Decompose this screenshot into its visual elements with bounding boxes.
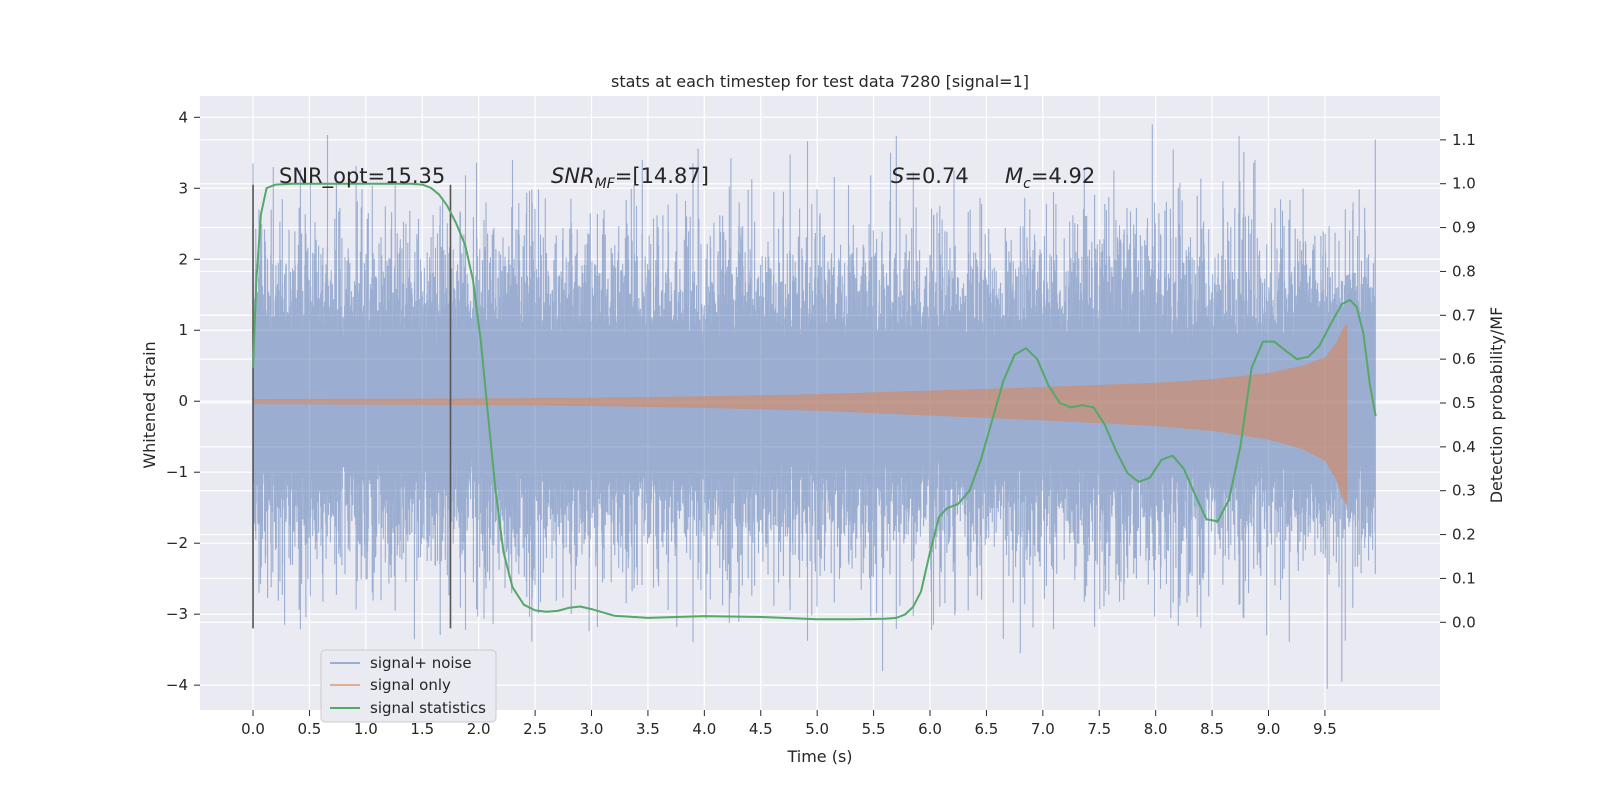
chart-title: stats at each timestep for test data 728… [611, 72, 1029, 91]
y-tick-label-right: 0.2 [1452, 526, 1476, 544]
legend: signal+ noise signal only signal statist… [320, 649, 497, 723]
y-tick-label-left: −2 [166, 534, 188, 552]
x-tick-label: 9.0 [1257, 720, 1281, 738]
signal-only-band [253, 312, 1348, 512]
x-tick-label: 3.0 [580, 720, 604, 738]
y-axis-label-left: Whitened strain [140, 341, 159, 468]
statistics-series [252, 182, 1377, 621]
x-tick-label: 5.0 [805, 720, 829, 738]
y-tick-label-left: −3 [166, 605, 188, 623]
y-tick-label-right: 0.8 [1452, 262, 1476, 280]
x-tick-label: 8.0 [1144, 720, 1168, 738]
axes: 0.0 0.5 1.0 1.5 2.0 2.5 3.0 3.5 4.0 4.5 5.0 5.5 6.0 6… [166, 108, 1476, 738]
y-axis-label-right: Detection probability/MF [1487, 307, 1506, 504]
legend-label-noise: signal+ noise [370, 654, 472, 672]
legend-label-statistics: signal statistics [370, 699, 486, 717]
y-tick-label-right: 1.0 [1452, 175, 1476, 193]
y-tick-label-right: 0.7 [1452, 306, 1476, 324]
x-tick-label: 0.5 [298, 720, 322, 738]
x-tick-label: 7.0 [1031, 720, 1055, 738]
y-tick-label-right: 0.3 [1452, 482, 1476, 500]
x-tick-label: 6.5 [974, 720, 998, 738]
x-tick-label: 4.5 [749, 720, 773, 738]
x-axis-label: Time (s) [786, 747, 852, 766]
y-tick-label-right: 0.6 [1452, 350, 1476, 368]
x-tick-label: 2.0 [467, 720, 491, 738]
x-tick-label: 1.0 [354, 720, 378, 738]
y-tick-label-left: 3 [178, 179, 188, 197]
x-tick-label: 9.5 [1313, 720, 1337, 738]
y-tick-label-right: 0.9 [1452, 219, 1476, 237]
x-tick-label: 6.0 [918, 720, 942, 738]
y-tick-label-left: −4 [166, 676, 188, 694]
x-tick-label: 1.5 [410, 720, 434, 738]
y-tick-label-right: 1.1 [1452, 131, 1476, 149]
legend-box [320, 649, 497, 723]
x-tick-label: 3.5 [636, 720, 660, 738]
annotation-snr-opt: SNR_opt=15.35 [279, 164, 445, 189]
y-tick-label-left: −1 [166, 463, 188, 481]
x-tick-label: 2.5 [523, 720, 547, 738]
y-tick-label-right: 0.5 [1452, 394, 1476, 412]
annotation-snr-mf: SNRMF=[14.87] [551, 164, 709, 192]
y-tick-label-right: 0.0 [1452, 613, 1476, 631]
x-tick-label: 8.5 [1200, 720, 1224, 738]
x-tick-label: 5.5 [862, 720, 886, 738]
vertical-markers [252, 184, 452, 629]
legend-label-signal-only: signal only [370, 676, 451, 694]
x-tick-label: 4.0 [692, 720, 716, 738]
x-tick-label: 0.0 [241, 720, 265, 738]
y-tick-label-left: 1 [178, 321, 188, 339]
y-tick-label-left: 0 [178, 392, 188, 410]
annotation-s: S=0.74 [891, 164, 969, 188]
signal-only-series [253, 312, 1348, 512]
y-tick-label-right: 0.1 [1452, 569, 1476, 587]
y-tick-label-left: 2 [178, 250, 188, 268]
y-tick-label-left: 4 [178, 108, 188, 126]
x-tick-label: 7.5 [1087, 720, 1111, 738]
statistics-line [252, 182, 1377, 621]
y-tick-label-right: 0.4 [1452, 438, 1476, 456]
annotation-mc: Mc=4.92 [1005, 164, 1095, 192]
